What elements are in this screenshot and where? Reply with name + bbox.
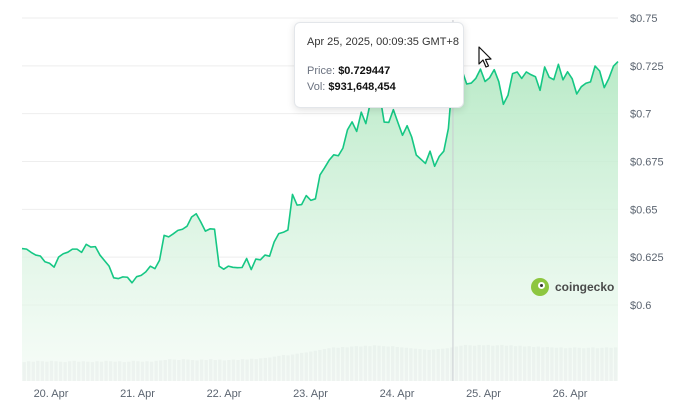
price-line-group xyxy=(21,59,619,284)
y-tick-label: $0.625 xyxy=(630,252,664,264)
tooltip-price-row: Price: $0.729447 xyxy=(307,65,390,77)
price-tooltip: Apr 25, 2025, 00:09:35 GMT+8 Price: $0.7… xyxy=(294,22,464,108)
coingecko-watermark: coingecko xyxy=(531,278,614,296)
price-area xyxy=(22,60,618,381)
tooltip-price-label: Price: xyxy=(307,65,336,77)
x-tick-label: 26. Apr xyxy=(553,388,588,400)
y-tick-label: $0.7 xyxy=(630,109,651,121)
coingecko-wordmark: coingecko xyxy=(555,280,615,294)
y-tick-label: $0.75 xyxy=(630,13,658,25)
price-area-fill xyxy=(22,60,618,381)
coingecko-logo-icon xyxy=(531,278,549,296)
x-tick-label: 22. Apr xyxy=(207,388,242,400)
x-tick-label: 24. Apr xyxy=(380,388,415,400)
y-axis-ticks: $0.75 $0.725 $0.7 $0.675 $0.65 $0.625 $0.6 xyxy=(630,13,664,312)
y-tick-label: $0.65 xyxy=(630,204,658,216)
tooltip-volume-row: Vol: $931,648,454 xyxy=(307,81,396,93)
mouse-cursor-icon xyxy=(478,46,492,68)
x-tick-label: 25. Apr xyxy=(466,388,501,400)
y-tick-label: $0.6 xyxy=(630,300,651,312)
tooltip-volume-label: Vol: xyxy=(307,81,326,93)
tooltip-volume-value: $931,648,454 xyxy=(328,81,396,93)
y-tick-label: $0.675 xyxy=(630,157,664,169)
x-axis-ticks: 20. Apr 21. Apr 22. Apr 23. Apr 24. Apr 25. A… xyxy=(34,388,588,400)
y-tick-label: $0.725 xyxy=(630,61,664,73)
x-tick-label: 23. Apr xyxy=(293,388,328,400)
price-line xyxy=(21,59,619,284)
x-tick-label: 21. Apr xyxy=(120,388,155,400)
tooltip-date: Apr 25, 2025, 00:09:35 GMT+8 xyxy=(307,36,459,48)
tooltip-price-value: $0.729447 xyxy=(338,65,391,77)
x-tick-label: 20. Apr xyxy=(34,388,69,400)
